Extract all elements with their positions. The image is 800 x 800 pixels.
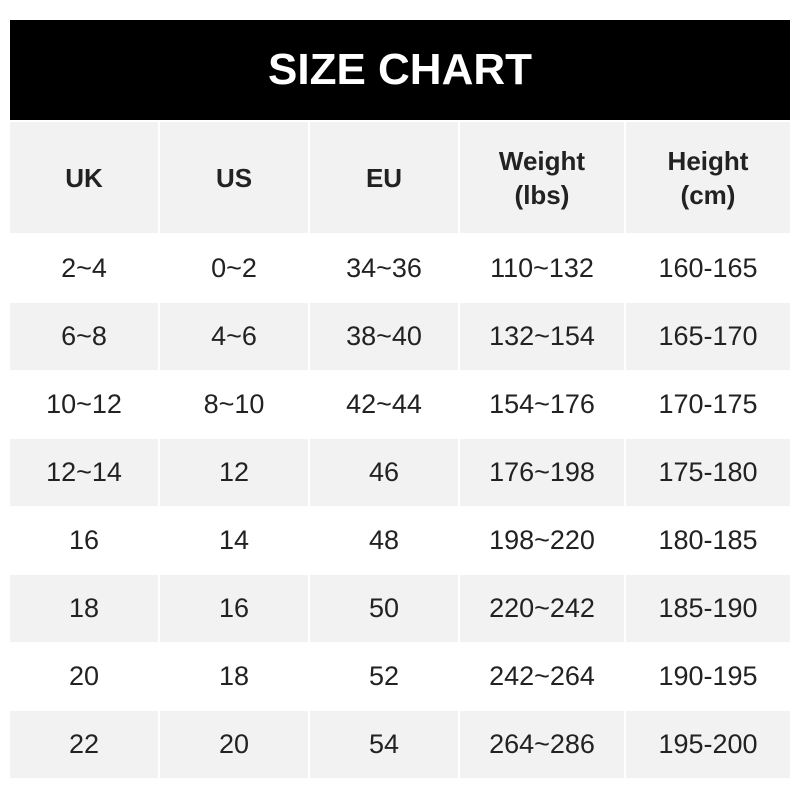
cell-weight: 110~132 bbox=[490, 253, 594, 283]
cell-us: 8~10 bbox=[203, 389, 265, 419]
cell-height: 180-185 bbox=[658, 525, 758, 555]
cell-eu: 50 bbox=[310, 575, 458, 642]
cell-eu: 52 bbox=[368, 661, 400, 691]
cell-eu: 54 bbox=[310, 711, 458, 778]
cell-us: 0~2 bbox=[211, 253, 257, 283]
header-eu: EU bbox=[310, 122, 458, 233]
cell-uk: 22 bbox=[10, 711, 158, 778]
cell-us: 4~6 bbox=[160, 303, 308, 370]
cell-uk: 12~14 bbox=[10, 439, 158, 506]
cell-uk: 2~4 bbox=[61, 253, 107, 283]
cell-height: 190-195 bbox=[658, 661, 758, 691]
cell-us: 18 bbox=[218, 661, 250, 691]
header-height: Height (cm) bbox=[626, 122, 790, 233]
size-chart-table: UK US EU Weight (lbs) Height (cm) 2~4 0~2 34~36… bbox=[10, 122, 790, 778]
cell-uk: 18 bbox=[10, 575, 158, 642]
cell-weight: 220~242 bbox=[460, 575, 624, 642]
header-uk: UK bbox=[10, 122, 158, 233]
cell-uk: 10~12 bbox=[46, 389, 122, 419]
cell-uk: 20 bbox=[68, 661, 100, 691]
size-chart-title: SIZE CHART bbox=[10, 20, 790, 120]
cell-us: 16 bbox=[160, 575, 308, 642]
cell-us: 20 bbox=[160, 711, 308, 778]
cell-us: 14 bbox=[218, 525, 250, 555]
cell-eu: 34~36 bbox=[346, 253, 422, 283]
cell-weight: 198~220 bbox=[489, 525, 595, 555]
cell-weight: 154~176 bbox=[489, 389, 595, 419]
cell-us: 12 bbox=[160, 439, 308, 506]
header-weight: Weight (lbs) bbox=[460, 122, 624, 233]
cell-height: 160-165 bbox=[658, 253, 758, 283]
cell-eu: 48 bbox=[368, 525, 400, 555]
cell-uk: 16 bbox=[68, 525, 100, 555]
cell-weight: 264~286 bbox=[460, 711, 624, 778]
header-us: US bbox=[160, 122, 308, 233]
cell-height: 195-200 bbox=[626, 711, 790, 778]
cell-eu: 38~40 bbox=[310, 303, 458, 370]
cell-weight: 132~154 bbox=[460, 303, 624, 370]
cell-eu: 46 bbox=[310, 439, 458, 506]
cell-eu: 42~44 bbox=[346, 389, 422, 419]
cell-height: 165-170 bbox=[626, 303, 790, 370]
cell-height: 170-175 bbox=[658, 389, 758, 419]
cell-weight: 242~264 bbox=[489, 661, 595, 691]
cell-uk: 6~8 bbox=[10, 303, 158, 370]
cell-height: 185-190 bbox=[626, 575, 790, 642]
cell-weight: 176~198 bbox=[460, 439, 624, 506]
cell-height: 175-180 bbox=[626, 439, 790, 506]
